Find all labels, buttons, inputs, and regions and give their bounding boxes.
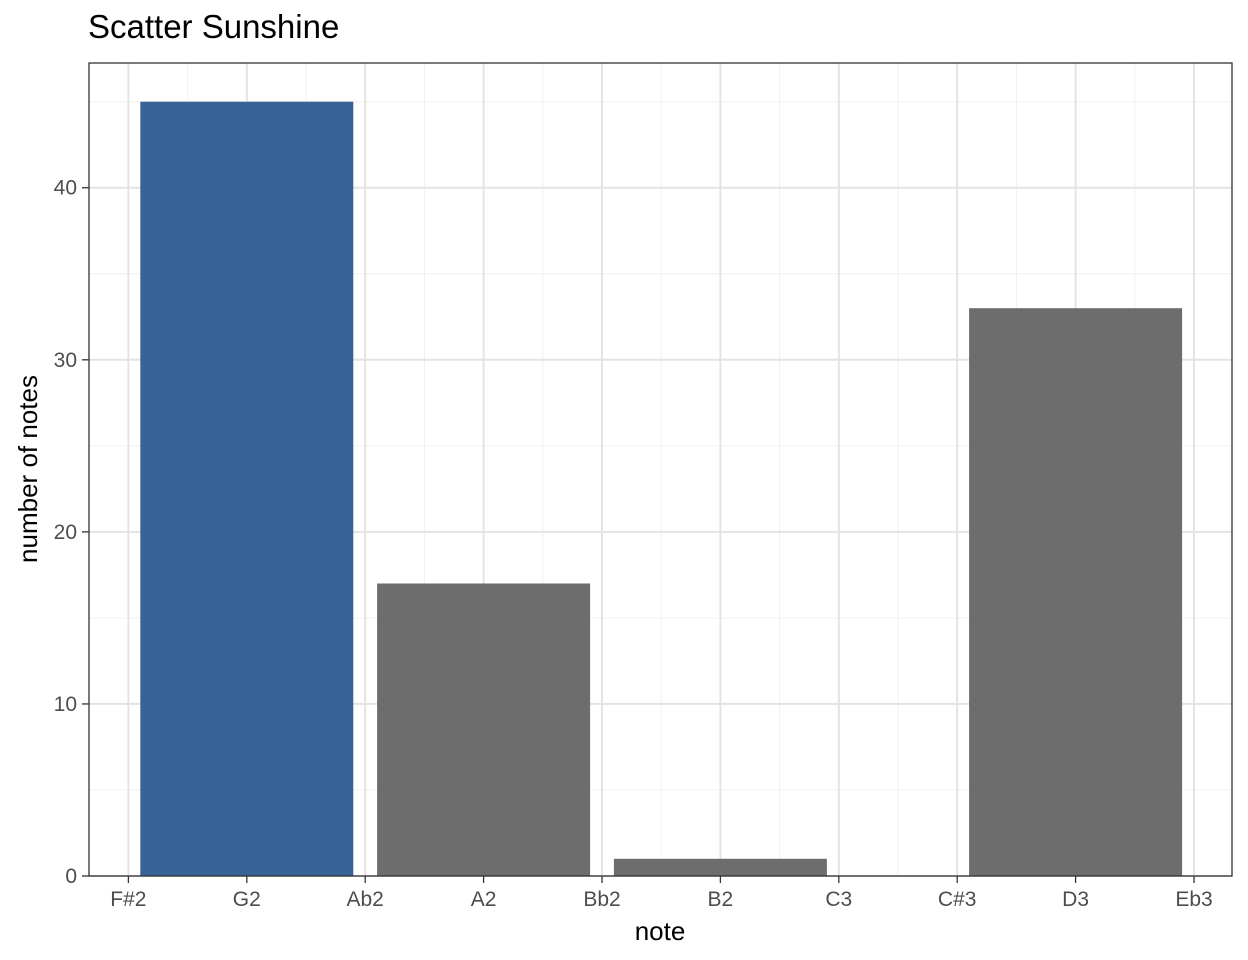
x-tick-label: A2 — [471, 888, 497, 911]
y-tick-label: 40 — [54, 177, 77, 200]
chart-title: Scatter Sunshine — [88, 8, 340, 45]
bar-g2 — [140, 101, 354, 876]
x-tick-label: Bb2 — [583, 888, 620, 911]
x-tick-label: D3 — [1062, 888, 1089, 911]
x-axis-title: note — [635, 916, 686, 946]
x-tick-label: Ab2 — [347, 888, 384, 911]
x-tick-label: B2 — [708, 888, 734, 911]
x-tick-label: C3 — [825, 888, 852, 911]
x-tick-label: G2 — [233, 888, 261, 911]
y-tick-label: 20 — [54, 521, 77, 544]
bar-d3 — [969, 308, 1183, 876]
bar-a2 — [377, 583, 591, 876]
y-tick-label: 10 — [54, 693, 77, 716]
bar-b2 — [613, 858, 827, 876]
x-tick-label: Eb3 — [1175, 888, 1212, 911]
panel-border — [88, 62, 1233, 877]
y-axis-title: number of notes — [13, 375, 43, 563]
axes: 0 10 20 30 40 F#2 G2 Ab2 A2 Bb2 B2 C3 C#3 D3 Eb3 — [54, 177, 1213, 911]
bars — [140, 101, 1183, 876]
y-tick-label: 0 — [65, 865, 77, 888]
x-tick-label: F#2 — [110, 888, 146, 911]
y-tick-label: 30 — [54, 349, 77, 372]
x-tick-label: C#3 — [938, 888, 977, 911]
